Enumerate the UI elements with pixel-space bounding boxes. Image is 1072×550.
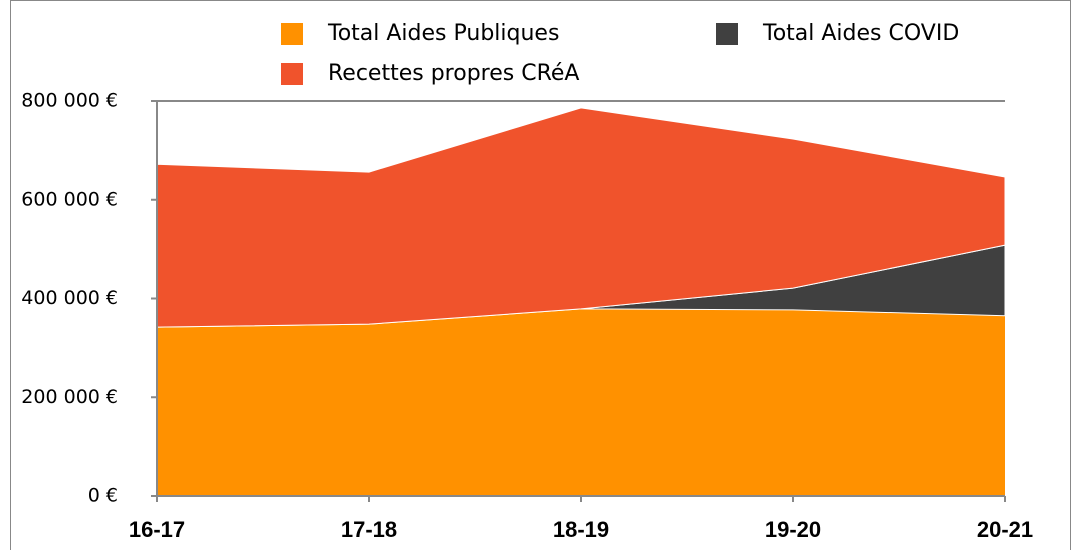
y-tick-label: 0 € (88, 485, 118, 507)
x-tick-label: 20-21 (977, 517, 1033, 542)
legend-label: Total Aides COVID (762, 21, 959, 46)
legend-swatch (716, 23, 738, 45)
y-tick-label: 200 000 € (21, 386, 118, 408)
legend-label: Recettes propres CRéA (328, 61, 579, 86)
area (156, 107, 1006, 328)
y-tick-label: 600 000 € (21, 188, 118, 210)
y-tick-label: 800 000 € (21, 90, 118, 112)
x-tick-label: 19-20 (765, 517, 821, 542)
legend-swatch (281, 23, 303, 45)
area (157, 308, 1005, 496)
x-tick-label: 18-19 (553, 517, 609, 542)
y-tick-label: 400 000 € (21, 287, 118, 309)
legend-swatch (281, 63, 303, 85)
x-tick-label: 17-18 (341, 517, 397, 542)
legend-label: Total Aides Publiques (327, 21, 559, 46)
x-tick-label: 16-17 (129, 517, 185, 542)
